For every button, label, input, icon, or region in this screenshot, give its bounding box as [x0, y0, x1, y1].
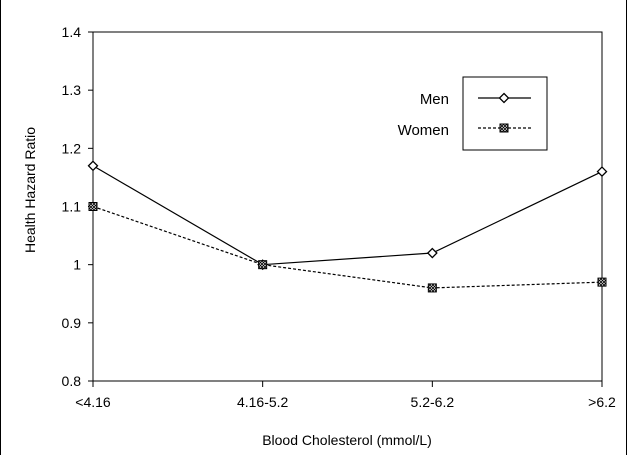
data-point-men: [87, 160, 99, 172]
series-markers: [87, 160, 608, 293]
x-axis-label: Blood Cholesterol (mmol/L): [262, 432, 432, 448]
legend-label-women: Women: [398, 122, 449, 139]
x-axis-ticks: <4.16 4.16-5.2 5.2-6.2 >6.2: [75, 381, 616, 410]
y-tick-label: 1: [73, 257, 81, 273]
x-tick-label: 4.16-5.2: [237, 394, 289, 410]
legend-marker-women: [499, 123, 509, 133]
y-tick-label: 0.8: [62, 373, 82, 389]
x-tick-label: 5.2-6.2: [411, 394, 455, 410]
data-point-men: [426, 247, 438, 259]
y-axis-label: Health Hazard Ratio: [22, 127, 38, 253]
data-point-women: [427, 283, 437, 293]
legend-box: [462, 76, 548, 151]
y-tick-label: 1.1: [62, 199, 82, 215]
y-tick-label: 0.9: [62, 315, 82, 331]
data-point-men: [596, 166, 608, 178]
series-lines: [92, 165, 603, 289]
y-axis-ticks: 0.8 0.9 1 1.1 1.2 1.3 1.4: [62, 24, 93, 389]
data-point-women: [597, 277, 607, 287]
legend-label-men: Men: [420, 91, 449, 108]
y-tick-label: 1.4: [62, 24, 82, 40]
data-point-women: [258, 260, 268, 270]
x-tick-label: <4.16: [75, 394, 111, 410]
series-line-men: [92, 165, 603, 266]
y-tick-label: 1.2: [62, 140, 82, 156]
x-tick-label: >6.2: [588, 394, 616, 410]
legend-marker-men: [498, 92, 510, 104]
series-line-women: [92, 205, 603, 289]
data-point-women: [88, 202, 98, 211]
y-tick-label: 1.3: [62, 82, 82, 98]
legend: Men Women: [398, 76, 548, 151]
